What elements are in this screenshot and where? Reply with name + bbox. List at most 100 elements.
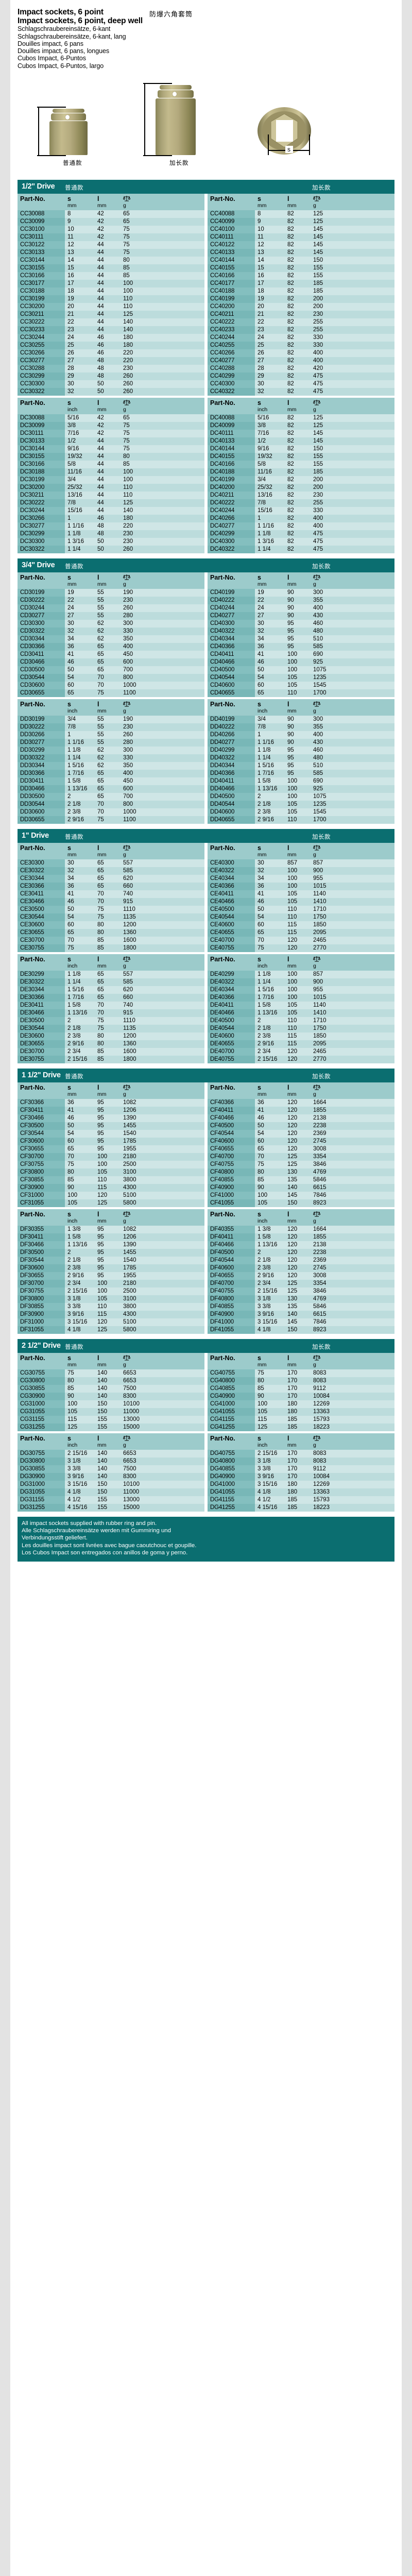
- table-row[interactable]: CG31000 100 150 10100: [18, 1400, 204, 1408]
- table-row[interactable]: CG40855 85 170 9112: [208, 1384, 394, 1393]
- table-row[interactable]: DC30322 1 1/4 50 260: [18, 545, 204, 553]
- table-row[interactable]: CD40277 27 90 430: [208, 612, 394, 620]
- table-row[interactable]: DE40755 2 15/16 120 2770: [208, 1055, 394, 1063]
- table-row[interactable]: CG40755 75 170 8083: [208, 1369, 394, 1377]
- table-row[interactable]: DC30299 1 1/8 48 230: [18, 530, 204, 538]
- table-row[interactable]: DC40277 1 1/16 82 400: [208, 522, 394, 530]
- table-row[interactable]: DC40099 3/8 82 125: [208, 421, 394, 430]
- table-row[interactable]: CF40500 50 120 2238: [208, 1122, 394, 1130]
- table-row[interactable]: CD30199 19 55 190: [18, 588, 204, 597]
- table-row[interactable]: CE30700 70 85 1600: [18, 936, 204, 944]
- table-row[interactable]: CG30855 85 140 7500: [18, 1384, 204, 1393]
- table-row[interactable]: CF30755 75 100 2500: [18, 1160, 204, 1168]
- table-row[interactable]: DE40500 2 110 1710: [208, 1016, 394, 1025]
- table-row[interactable]: CD40544 54 105 1235: [208, 673, 394, 682]
- table-row[interactable]: DC40144 9/16 82 150: [208, 445, 394, 453]
- table-row[interactable]: DG40855 3 3/8 170 9112: [208, 1465, 394, 1473]
- table-row[interactable]: CG41055 105 180 13363: [208, 1408, 394, 1416]
- table-row[interactable]: DD40222 7/8 90 355: [208, 723, 394, 731]
- table-row[interactable]: DC30111 7/16 42 75: [18, 429, 204, 437]
- table-row[interactable]: DF40900 3 9/16 140 6615: [208, 1310, 394, 1318]
- table-row[interactable]: CD40366 36 95 585: [208, 642, 394, 651]
- table-row[interactable]: DC30133 1/2 44 75: [18, 437, 204, 445]
- table-row[interactable]: CF30411 41 95 1206: [18, 1106, 204, 1114]
- table-row[interactable]: CD40222 22 90 355: [208, 596, 394, 604]
- table-row[interactable]: CF31000 100 120 5100: [18, 1191, 204, 1199]
- table-row[interactable]: CC30088 8 42 65: [18, 210, 204, 218]
- table-row[interactable]: CD40411 41 100 690: [208, 650, 394, 658]
- table-row[interactable]: CF30900 90 115 4300: [18, 1183, 204, 1192]
- table-row[interactable]: CE30411 41 70 740: [18, 890, 204, 898]
- table-row[interactable]: CF40655 65 120 3008: [208, 1145, 394, 1153]
- table-row[interactable]: DF30655 2 9/16 95 1955: [18, 1272, 204, 1280]
- table-row[interactable]: DD40544 2 1/8 105 1235: [208, 800, 394, 808]
- table-row[interactable]: DC30188 11/16 44 100: [18, 468, 204, 476]
- table-row[interactable]: CG41155 115 185 15793: [208, 1415, 394, 1423]
- table-row[interactable]: CF40366 36 120 1664: [208, 1098, 394, 1107]
- table-row[interactable]: CC30211 21 44 125: [18, 310, 204, 318]
- table-row[interactable]: DE30366 1 7/16 65 660: [18, 993, 204, 1002]
- table-row[interactable]: DC40211 13/16 82 230: [208, 491, 394, 499]
- table-row[interactable]: CC40266 26 82 400: [208, 349, 394, 357]
- table-row[interactable]: DE40299 1 1/8 100 857: [208, 970, 394, 978]
- table-row[interactable]: DD40500 2 100 1075: [208, 792, 394, 801]
- table-row[interactable]: CC40188 18 82 185: [208, 287, 394, 295]
- table-row[interactable]: DC40166 5/8 82 155: [208, 460, 394, 468]
- table-row[interactable]: CC40099 9 82 125: [208, 217, 394, 226]
- table-row[interactable]: CF40855 85 135 5846: [208, 1176, 394, 1184]
- table-row[interactable]: CC30099 9 42 65: [18, 217, 204, 226]
- table-row[interactable]: DF40355 1 3/8 120 1664: [208, 1225, 394, 1233]
- table-row[interactable]: DD40299 1 1/8 95 460: [208, 746, 394, 754]
- table-row[interactable]: CD40500 50 100 1075: [208, 666, 394, 674]
- table-row[interactable]: DG40800 3 1/8 170 8083: [208, 1457, 394, 1465]
- table-row[interactable]: CC30299 29 48 260: [18, 372, 204, 380]
- table-row[interactable]: CC30255 25 46 180: [18, 341, 204, 349]
- table-row[interactable]: CF40800 80 130 4769: [208, 1168, 394, 1176]
- table-row[interactable]: DE30322 1 1/4 65 585: [18, 978, 204, 986]
- table-row[interactable]: DC30222 7/8 44 125: [18, 499, 204, 507]
- table-row[interactable]: DD30411 1 5/8 65 450: [18, 777, 204, 785]
- table-row[interactable]: DG31000 3 15/16 150 10100: [18, 1480, 204, 1488]
- table-row[interactable]: DF30900 3 9/16 115 4300: [18, 1310, 204, 1318]
- table-row[interactable]: DD30466 1 13/16 65 600: [18, 785, 204, 793]
- table-row[interactable]: CG30800 80 140 6653: [18, 1377, 204, 1385]
- table-row[interactable]: CD30544 54 70 800: [18, 673, 204, 682]
- table-row[interactable]: DF31055 4 1/8 125 5800: [18, 1326, 204, 1334]
- table-row[interactable]: CC30277 27 48 220: [18, 357, 204, 365]
- table-row[interactable]: CG31155 115 155 13000: [18, 1415, 204, 1423]
- table-row[interactable]: DE30700 2 3/4 85 1600: [18, 1047, 204, 1056]
- table-row[interactable]: CE40655 65 115 2095: [208, 928, 394, 937]
- table-row[interactable]: CE40300 30 857 857: [208, 859, 394, 867]
- table-row[interactable]: CF40700 70 125 3354: [208, 1153, 394, 1161]
- table-row[interactable]: DC40155 19/32 82 155: [208, 452, 394, 461]
- table-row[interactable]: CF30700 70 100 2180: [18, 1153, 204, 1161]
- table-row[interactable]: CD40244 24 90 400: [208, 604, 394, 612]
- table-row[interactable]: CF40900 90 140 6615: [208, 1183, 394, 1192]
- table-row[interactable]: CE30755 75 85 1800: [18, 944, 204, 952]
- table-row[interactable]: CC30122 12 44 75: [18, 241, 204, 249]
- table-row[interactable]: DD30299 1 1/8 62 300: [18, 746, 204, 754]
- table-row[interactable]: DD30600 2 3/8 70 1000: [18, 808, 204, 816]
- table-row[interactable]: CD30277 27 55 280: [18, 612, 204, 620]
- table-row[interactable]: DD30199 3/4 55 190: [18, 715, 204, 723]
- table-row[interactable]: CD30466 46 65 600: [18, 658, 204, 666]
- table-row[interactable]: DC40222 7/8 82 255: [208, 499, 394, 507]
- table-row[interactable]: DD40266 1 90 400: [208, 731, 394, 739]
- table-row[interactable]: DF30755 2 15/16 100 2500: [18, 1287, 204, 1295]
- table-row[interactable]: DC30300 1 3/16 50 230: [18, 537, 204, 546]
- table-row[interactable]: DD30322 1 1/4 62 330: [18, 754, 204, 762]
- table-row[interactable]: CE40700 70 120 2465: [208, 936, 394, 944]
- table-row[interactable]: CD30500 50 65 700: [18, 666, 204, 674]
- table-row[interactable]: CG30900 90 140 8300: [18, 1392, 204, 1400]
- table-row[interactable]: DG30855 3 3/8 140 7500: [18, 1465, 204, 1473]
- table-row[interactable]: CC40133 13 82 145: [208, 248, 394, 257]
- table-row[interactable]: CF30500 50 95 1455: [18, 1122, 204, 1130]
- table-row[interactable]: CC40300 30 82 475: [208, 380, 394, 388]
- table-row[interactable]: DE30544 2 1/8 75 1135: [18, 1024, 204, 1032]
- table-row[interactable]: CE30544 54 75 1135: [18, 913, 204, 921]
- table-row[interactable]: CC30188 18 44 100: [18, 287, 204, 295]
- table-row[interactable]: CD30366 36 65 400: [18, 642, 204, 651]
- table-row[interactable]: CE30366 36 65 660: [18, 882, 204, 890]
- table-row[interactable]: DF40800 3 1/8 130 4769: [208, 1295, 394, 1303]
- table-row[interactable]: DF30411 1 5/8 95 1206: [18, 1233, 204, 1241]
